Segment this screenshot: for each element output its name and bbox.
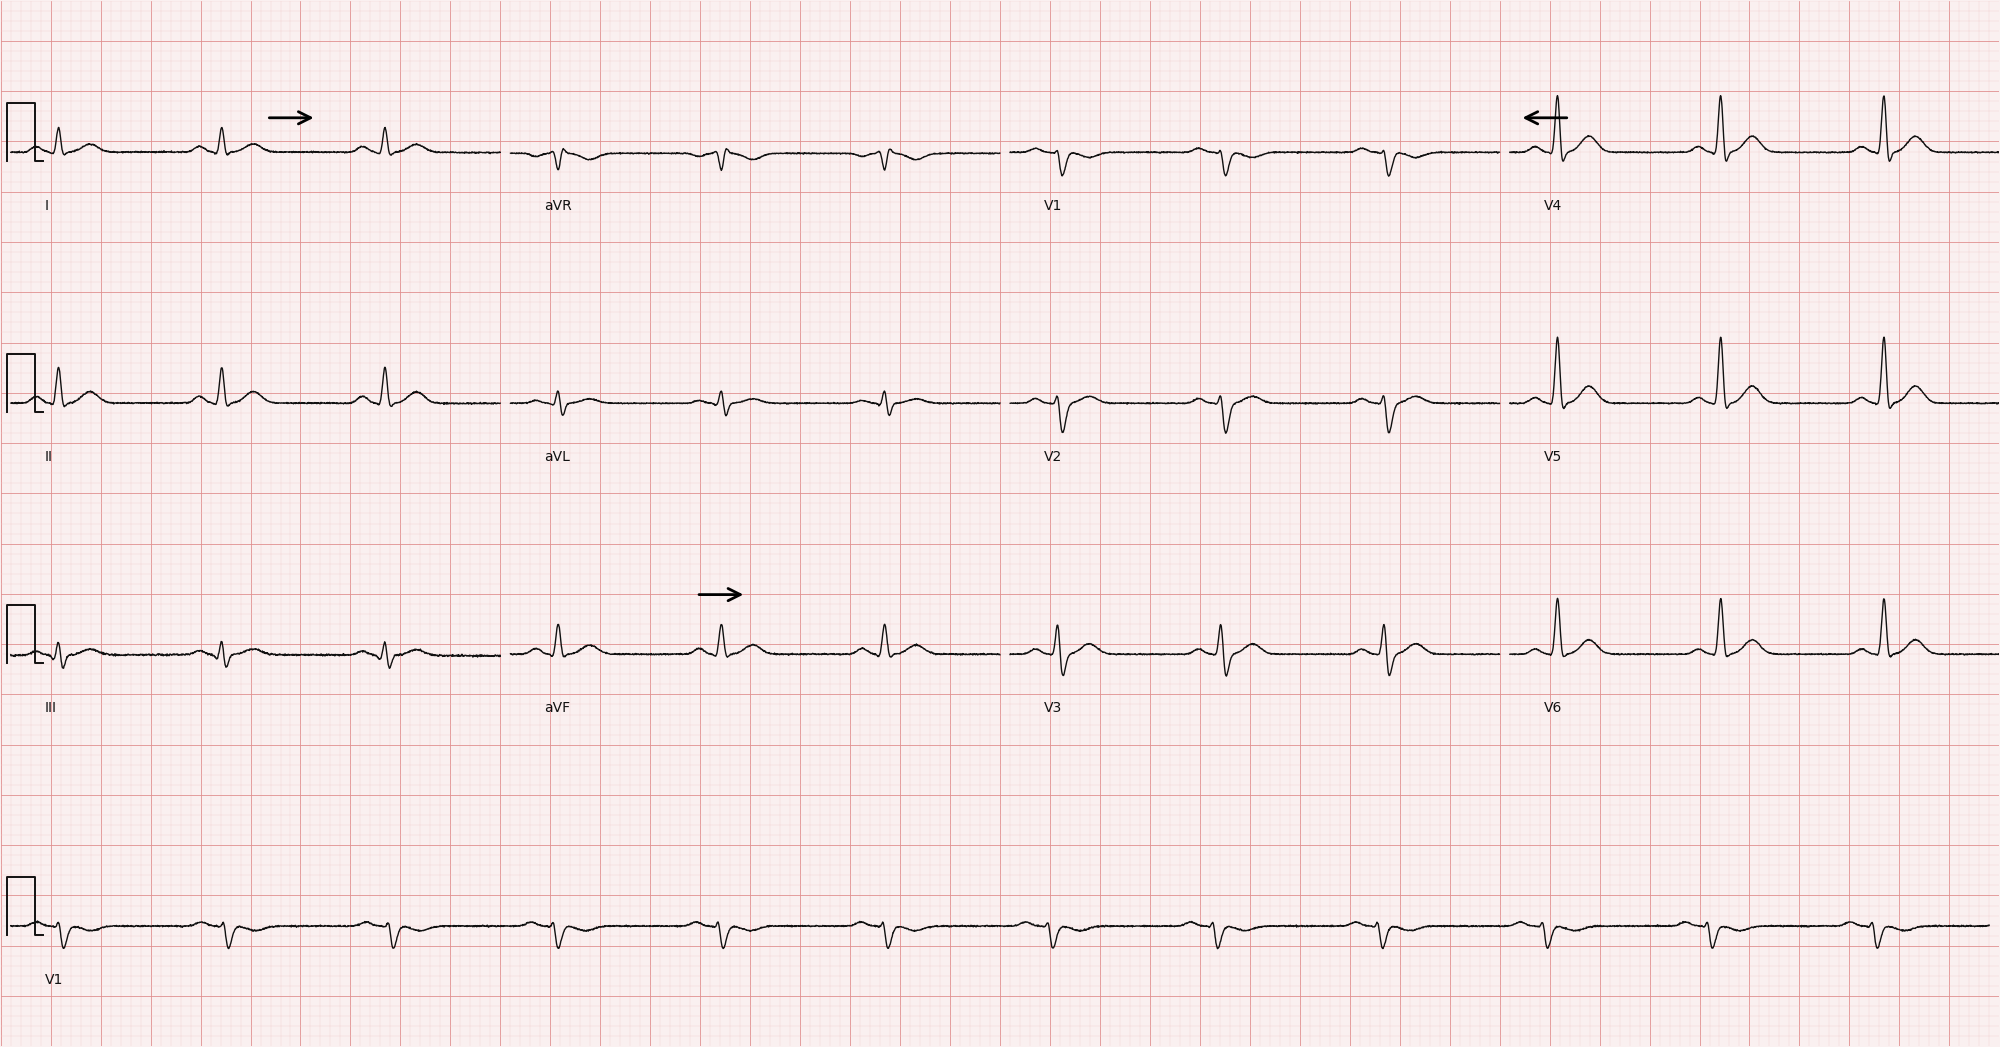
Text: V4: V4 <box>1544 199 1562 214</box>
Text: V2: V2 <box>1044 450 1062 464</box>
Text: aVL: aVL <box>544 450 570 464</box>
Text: III: III <box>44 701 56 715</box>
Text: V1: V1 <box>1044 199 1062 214</box>
Text: V6: V6 <box>1544 701 1562 715</box>
Text: V1: V1 <box>44 973 64 987</box>
Text: aVR: aVR <box>544 199 572 214</box>
Text: V3: V3 <box>1044 701 1062 715</box>
Text: V5: V5 <box>1544 450 1562 464</box>
Text: II: II <box>44 450 52 464</box>
Text: I: I <box>44 199 48 214</box>
Text: aVF: aVF <box>544 701 570 715</box>
